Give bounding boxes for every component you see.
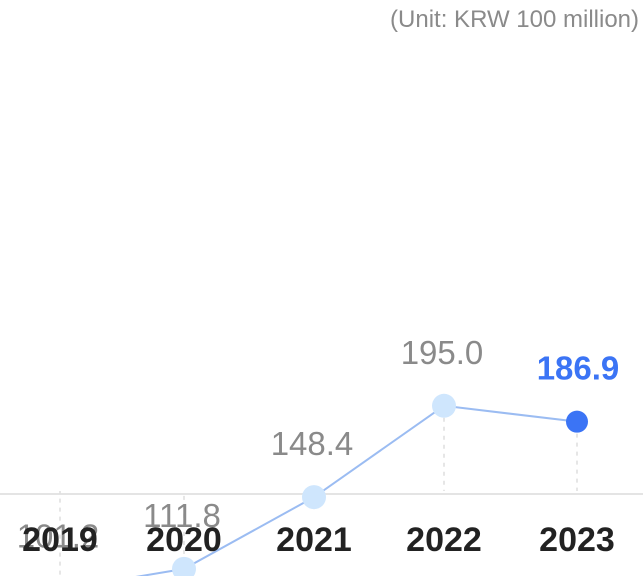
value-label-2023: 186.9: [537, 350, 620, 387]
data-point-2021[interactable]: [302, 485, 326, 510]
value-label-2021: 148.4: [271, 425, 354, 462]
category-label-2019: 2019: [22, 521, 98, 559]
data-point-2023[interactable]: [566, 410, 588, 433]
value-label-2020: 111.8: [143, 497, 221, 534]
category-label-2021: 2021: [276, 521, 352, 559]
value-label-2022: 195.0: [401, 334, 484, 371]
series-line: [135, 404, 578, 576]
category-label-2020: 2020: [146, 521, 222, 559]
unit-label: (Unit: KRW 100 million): [390, 6, 639, 33]
category-label-2023: 2023: [539, 521, 615, 559]
value-label-2019: 101.2: [17, 518, 100, 555]
data-point-2020[interactable]: [172, 556, 196, 576]
data-point-2022[interactable]: [432, 393, 456, 418]
category-label-2022: 2022: [406, 521, 482, 559]
